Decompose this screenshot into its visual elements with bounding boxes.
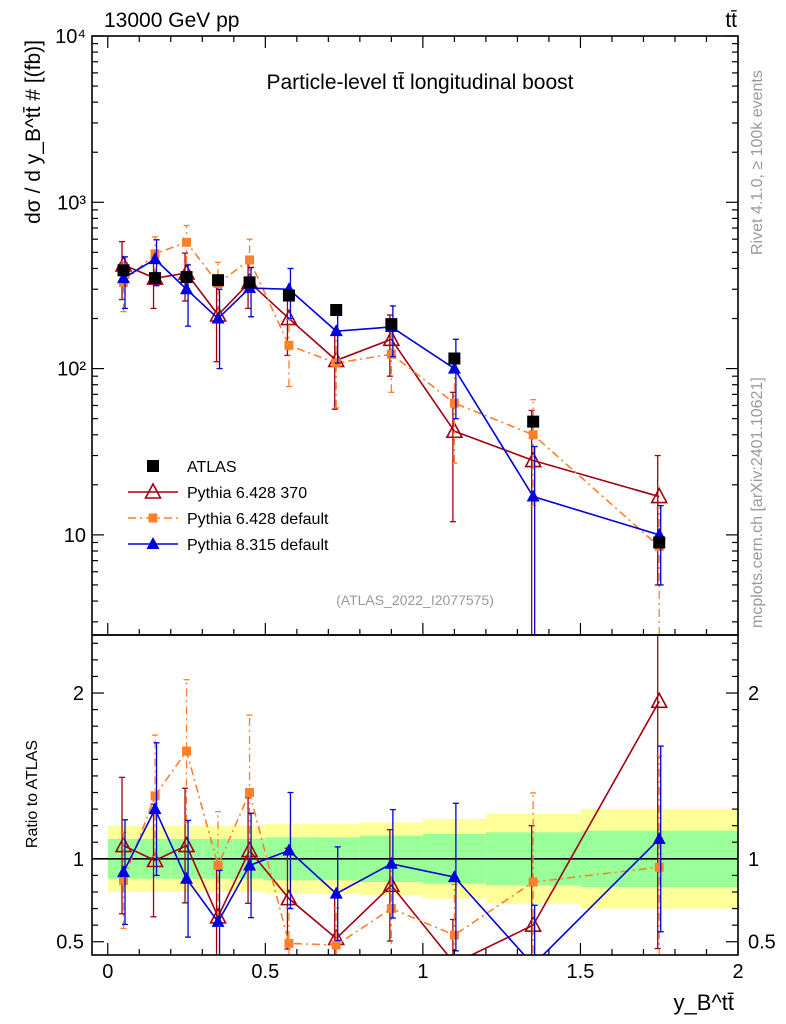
ratio-frame xyxy=(91,634,739,956)
data-point-pythia-6-428-370 xyxy=(650,486,669,504)
data-point-pythia-6-428-default xyxy=(284,340,294,350)
ratio-point-pythia-8-315-default xyxy=(527,958,540,970)
data-point-pythia-6-428-370 xyxy=(280,308,298,326)
ratio-panel: 0.5 0.5 1 1 2 2 xyxy=(56,634,776,970)
series-line-pythia-6-428-default xyxy=(122,241,660,548)
data-point-pythia-6-428-default xyxy=(182,237,192,247)
ratio-point-pythia-6-428-370 xyxy=(177,835,196,853)
legend: ATLAS Pythia 6.428 370 Pythia 6.428 defaul… xyxy=(128,459,329,554)
ratio-point-pythia-8-315-default xyxy=(652,831,666,844)
ratio-point-pythia-8-315-default xyxy=(243,858,257,871)
ratio-point-pythia-8-315-default xyxy=(282,843,296,856)
ratio-point-pythia-8-315-default xyxy=(329,886,343,899)
data-point-pythia-6-428-default xyxy=(528,430,538,440)
ratio-y-tick-label-right: 0.5 xyxy=(748,932,776,954)
data-point-pythia-6-428-default xyxy=(449,398,459,408)
data-point-atlas xyxy=(117,264,130,277)
data-point-pythia-8-315-default xyxy=(211,311,225,324)
ratio-point-pythia-6-428-default xyxy=(213,860,223,870)
ratio-point-pythia-6-428-370 xyxy=(650,691,669,709)
ratio-point-pythia-6-428-370 xyxy=(453,953,456,955)
ratio-y-tick-label-right: 1 xyxy=(748,849,759,871)
data-point-pythia-8-315-default xyxy=(329,324,343,337)
ratio-point-pythia-6-428-370 xyxy=(146,850,164,868)
process-label: tt̄ xyxy=(725,9,737,32)
analysis-tag: (ATLAS_2022_I2077575) xyxy=(336,592,494,608)
x-axis-label: y_B^tt̄ xyxy=(674,990,734,1015)
ratio-point-pythia-6-428-default xyxy=(654,862,664,872)
ratio-point-pythia-8-315-default xyxy=(148,802,162,815)
legend-label-pythia-6-428-default: Pythia 6.428 default xyxy=(187,511,329,528)
main-y-tick-label: 10² xyxy=(57,359,86,381)
data-point-atlas xyxy=(180,271,193,284)
data-point-pythia-8-315-default xyxy=(148,252,162,265)
legend-label-pythia-6-428-370: Pythia 6.428 370 xyxy=(187,485,307,502)
data-point-pythia-8-315-default xyxy=(526,489,540,502)
ratio-point-pythia-8-315-default xyxy=(211,914,225,927)
ratio-point-pythia-6-428-370 xyxy=(280,888,298,906)
chart-title: Particle-level tt̄ longitudinal boost xyxy=(266,71,573,94)
ratio-point-pythia-8-315-default xyxy=(180,871,194,884)
data-point-pythia-6-428-default xyxy=(245,255,255,265)
x-tick-label: 0.5 xyxy=(251,961,279,983)
ratio-point-pythia-6-428-default xyxy=(284,938,294,948)
ratio-point-pythia-6-428-default xyxy=(528,877,538,887)
ratio-point-pythia-6-428-default xyxy=(386,904,396,914)
main-y-tick-label: 10 xyxy=(64,525,86,547)
ratio-point-pythia-6-428-default xyxy=(245,788,255,798)
ratio-y-tick-label: 0.5 xyxy=(56,932,84,954)
energy-label: 13000 GeV pp xyxy=(104,9,239,32)
ratio-point-pythia-6-428-default xyxy=(449,930,459,940)
data-point-atlas xyxy=(385,318,398,331)
data-point-atlas xyxy=(653,536,666,549)
data-point-atlas xyxy=(149,272,162,285)
ratio-point-pythia-6-428-default xyxy=(150,791,160,801)
data-point-atlas xyxy=(212,274,225,287)
ratio-y-tick-label: 2 xyxy=(73,683,84,705)
data-point-atlas xyxy=(282,289,295,302)
x-tick-label: 1 xyxy=(417,961,428,983)
ratio-line-pythia-6-428-370 xyxy=(123,700,660,955)
y-axis-label-ratio: Ratio to ATLAS xyxy=(24,740,41,848)
x-tick-label: 0 xyxy=(102,961,113,983)
legend-marker-pythia-8-315-default xyxy=(146,537,160,549)
legend-marker-pythia-6-428-default xyxy=(148,513,158,523)
ratio-y-tick-label: 1 xyxy=(73,849,84,871)
y-axis-label-main: dσ / d y_B^tt̄ # [(fb)] xyxy=(22,40,45,224)
ratio-point-pythia-6-428-370 xyxy=(382,875,401,893)
main-panel: 10 10² 10³ 10⁴ Particle-level tt̄ longitudi… xyxy=(55,26,739,636)
data-point-atlas xyxy=(527,415,540,428)
ratio-point-pythia-6-428-default xyxy=(119,875,129,885)
legend-marker-atlas xyxy=(147,460,159,472)
ratio-point-pythia-8-315-default xyxy=(117,865,131,878)
main-y-tick-label: 10⁴ xyxy=(55,26,86,48)
rivet-version-label: Rivet 4.1.0, ≥ 100k events xyxy=(749,70,766,255)
legend-label-pythia-8-315-default: Pythia 8.315 default xyxy=(187,537,329,554)
x-tick-label: 2 xyxy=(732,961,743,983)
ratio-point-pythia-8-315-default xyxy=(384,856,398,869)
data-point-pythia-8-315-default xyxy=(117,271,131,284)
ratio-point-pythia-6-428-default xyxy=(182,746,192,756)
data-point-pythia-6-428-370 xyxy=(382,329,401,347)
main-y-tick-label: 10³ xyxy=(57,192,86,214)
data-point-pythia-8-315-default xyxy=(447,361,461,374)
ratio-y-tick-label-right: 2 xyxy=(748,683,759,705)
x-tick-label: 1.5 xyxy=(567,961,595,983)
legend-marker-pythia-6-428-370 xyxy=(144,482,162,499)
legend-label-atlas: ATLAS xyxy=(187,459,237,476)
data-point-atlas xyxy=(330,304,343,317)
data-point-atlas xyxy=(243,276,256,289)
ratio-point-pythia-6-428-default xyxy=(331,940,341,950)
ratio-point-pythia-8-315-default xyxy=(447,870,461,883)
data-point-pythia-6-428-default xyxy=(386,349,396,359)
mcplots-label: mcplots.cern.ch [arXiv:2401.10621] xyxy=(749,377,766,628)
data-point-atlas xyxy=(448,352,461,365)
data-point-pythia-8-315-default xyxy=(180,282,194,295)
